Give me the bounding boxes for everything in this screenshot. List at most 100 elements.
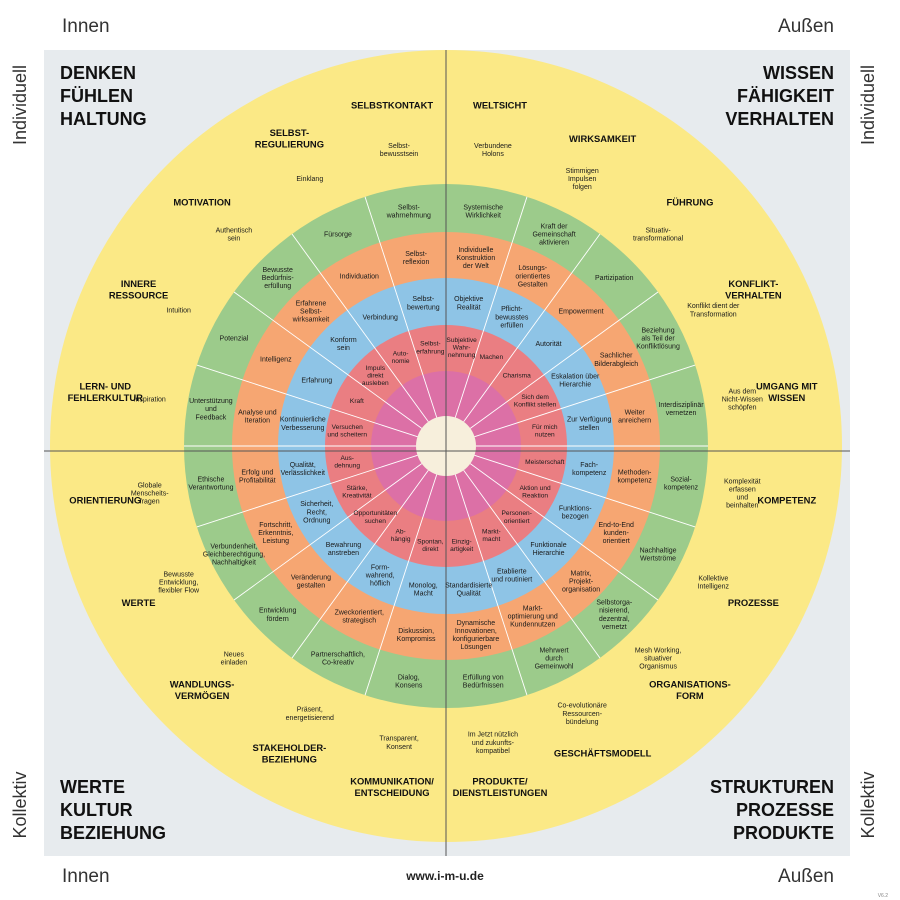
ring-label-red: Einzig-artigkeit [450,538,473,553]
quadrant-title-line: DENKEN [60,63,136,83]
ring-label-line: Impuls [366,365,386,372]
ring-label-line: Einzig- [452,538,472,545]
ring-label-line: erfüllung [264,283,291,290]
ring-label-green: Selbst-wahrnehmung [386,204,431,219]
category-label-line: MOTIVATION [173,196,231,207]
spoke-line [233,463,422,601]
ring-label-line: Präsent, [297,707,323,714]
ring-label-line: nisierend, [599,608,629,615]
quadrant-title-tr: WISSEN FÄHIGKEIT VERHALTEN [725,63,834,129]
ring-label-blue: Autorität [535,341,561,348]
ring-label-line: Innovationen, [455,628,497,635]
ring-label-blue: Funktionale Hierarchie [530,542,566,557]
ring-label-line: Erfahrung [301,378,332,385]
ring-label-line: aktivieren [539,239,569,246]
ring-label-line: Transparent, [379,736,418,743]
ring-label-red: Stärke, Kreativität [342,485,371,500]
ring-label-line: Verantwortung [188,485,233,492]
ring-label-yellow: Globale Menscheits-fragen [131,482,169,505]
ring-label-line: Feedback [196,414,227,421]
ring-label-line: Charisma [503,373,532,380]
category-label-line: PROZESSE [728,597,779,608]
category-label-line: DIENSTLEISTUNGEN [453,787,548,798]
side-label-right-bottom: Kollektiv [858,771,878,838]
ring-label-orange: Erfolg und Profitabilität [239,469,276,484]
ring-label-line: Meisterschaft [525,459,564,466]
ring-label-blue: Monolog, Macht [409,583,438,598]
spoke-line [196,454,418,528]
ring-label-blue: Sicherheit, Recht, Ordnung [300,501,333,524]
ring-label-line: Qualität, [290,462,316,469]
ring-label-line: kunden- [604,530,630,537]
ring-label-orange: Dynamische Innovationen, konfigurierbare Lö… [453,620,500,651]
corner-label-top-right: Außen [778,16,834,37]
ring-label-line: erfahrung [416,348,445,355]
ring-label-yellow: Co-evolutionäre Ressourcen-bündelung [557,703,607,726]
quadrant-title-tl: DENKEN FÜHLEN HALTUNG [60,63,147,129]
ring-label-line: Konform [330,337,357,344]
ring-label-line: Qualität [457,591,481,598]
ring-label-line: Lösungs- [518,265,547,272]
ring-label-blue: Eskalation über Hierarchie [551,374,600,389]
ring-label-yellow: Im Jetzt nützlich und zukunfts-kompatibel [468,732,518,755]
ring-label-line: kompatibel [476,748,510,755]
ring-label-red: Impuls direkt ausleben [362,365,389,387]
ring-label-line: Ordnung [303,517,330,524]
quadrant-title-bl: WERTE KULTUR BEZIEHUNG [60,777,166,843]
ring-label-orange: Erfahrene Selbst-wirksamkeit [292,300,330,323]
ring-label-red: Charisma [503,373,532,380]
quadrant-title-line: VERHALTEN [725,109,834,129]
ring-label-red: Aktion und Reaktion [520,485,551,500]
spoke-line [364,196,438,418]
ring-label-line: kompetenz [664,485,699,492]
ring-label-line: Selbstorga- [596,600,632,607]
ring-label-line: Konflikt stellen [514,402,557,409]
ring-label-line: Objektive [454,296,483,303]
ring-label-line: Konflikt dient der [687,303,740,310]
ring-label-line: bezogen [562,513,589,520]
spoke-line [474,364,696,438]
ring-label-line: Sozial- [670,477,692,484]
spokes [184,184,708,708]
category-label-line: VERMÖGEN [175,690,230,701]
ring-label-red: Markt-macht [482,529,501,544]
ring-label-line: nutzen [535,431,555,438]
category-label: PROZESSE [728,597,779,608]
ring-label-line: nehmung [448,352,476,359]
ring-label-line: Zur Verfügung [567,417,611,424]
side-label-left-top: Individuell [10,65,30,145]
category-label-line: WISSEN [768,392,805,403]
ring-label-line: Leistung [263,538,290,545]
ring-label-orange: Individuelle Konstruktion der Welt [456,247,495,270]
ring-label-line: erfassen [729,486,756,493]
ring-label-line: Co-evolutionäre [557,703,607,710]
quadrant-title-line: WISSEN [763,63,834,83]
footer-url[interactable]: www.i-m-u.de [405,869,484,883]
ring-label-line: Selbst- [388,143,410,150]
ring-label-blue: Fach-kompetenz [572,462,607,477]
ring-label-line: Mehrwert [539,647,568,654]
ring-label-line: fördern [267,616,289,623]
ring-label-line: Sich dem [521,394,549,401]
ring-label-yellow: Mesh Working, situativer Organismus [635,648,682,671]
category-label-line: ORGANISATIONS- [649,678,731,689]
ring-label-line: wirksamkeit [292,316,330,323]
ring-label-green: Dialog, Konsens [395,674,423,689]
ring-label-line: Selbst- [405,251,427,258]
ring-label-line: Reaktion [522,493,548,500]
ring-label-line: Zweckorientiert, [335,610,384,617]
ring-label-line: Bewusste [164,572,194,579]
side-label-right-top: Individuell [858,65,878,145]
ring-label-line: Eskalation über [551,374,600,381]
ring-label-green: Ethische Verantwortung [188,477,233,492]
ring-label-green: Mehrwert durch Gemeinwohl [535,647,574,670]
ring-label-line: Neues [224,652,245,659]
ring-label-line: bündelung [566,719,599,726]
ring-label-green: Unterstützung und Feedback [189,398,233,421]
quadrant-title-line: BEZIEHUNG [60,823,166,843]
ring-label-line: Kundennutzen [510,622,555,629]
ring-label-line: Gemeinschaft [532,231,575,238]
ring-label-green: Selbstorga-nisierend, dezentral, vernetzt [596,600,632,631]
